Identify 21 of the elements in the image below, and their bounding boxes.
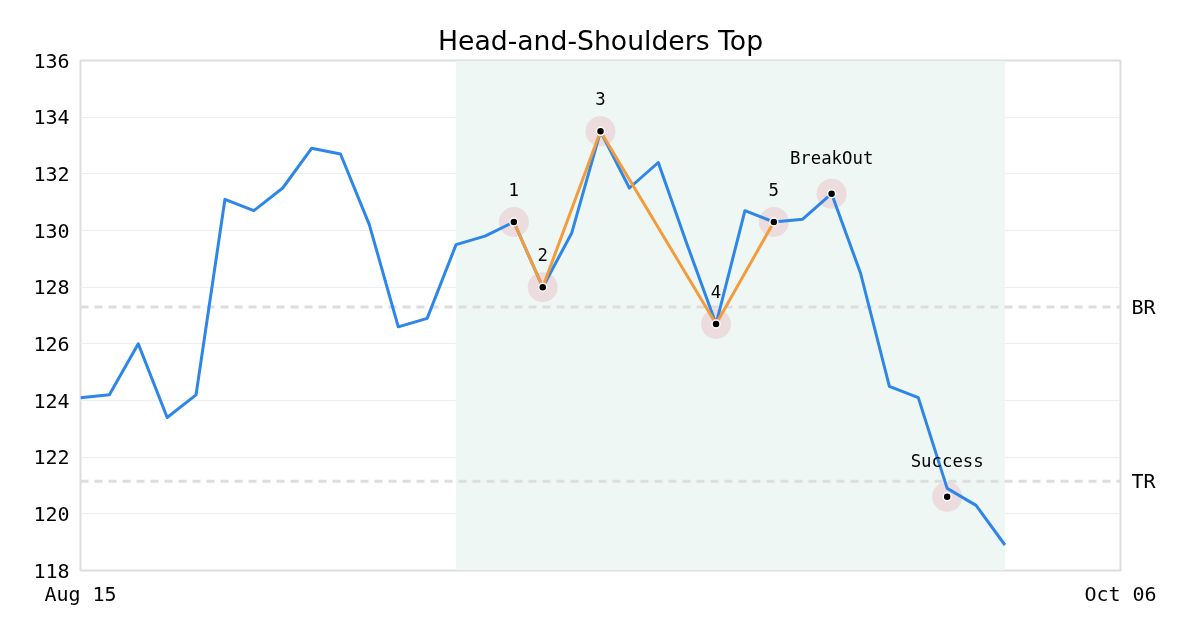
y-tick-label: 124 [33, 388, 70, 413]
x-tick-label: Aug 15 [44, 581, 117, 606]
annotation: 5 [768, 180, 780, 200]
x-tick-label: Oct 06 [1084, 581, 1157, 606]
y-tick-label: 130 [33, 218, 70, 243]
y-tick-label: 122 [33, 445, 70, 470]
y-tick-label: 118 [33, 558, 70, 583]
chart-title: Head-and-Shoulders Top [437, 24, 764, 56]
annotation: 3 [595, 89, 606, 110]
ref-line-label: TR [1131, 469, 1157, 494]
ref-line-label: BR [1131, 295, 1157, 319]
annotation: 2 [537, 245, 548, 266]
y-tick-label: 134 [33, 105, 70, 130]
annotation: 4 [710, 282, 722, 302]
annotation: 1 [508, 180, 520, 200]
y-tick-label: 128 [33, 275, 70, 300]
y-tick-label: 132 [33, 161, 70, 186]
annotation: BreakOut [789, 147, 874, 168]
y-tick-label: 120 [33, 501, 70, 526]
y-tick-label: 126 [33, 331, 70, 356]
y-tick-label: 136 [33, 48, 70, 73]
